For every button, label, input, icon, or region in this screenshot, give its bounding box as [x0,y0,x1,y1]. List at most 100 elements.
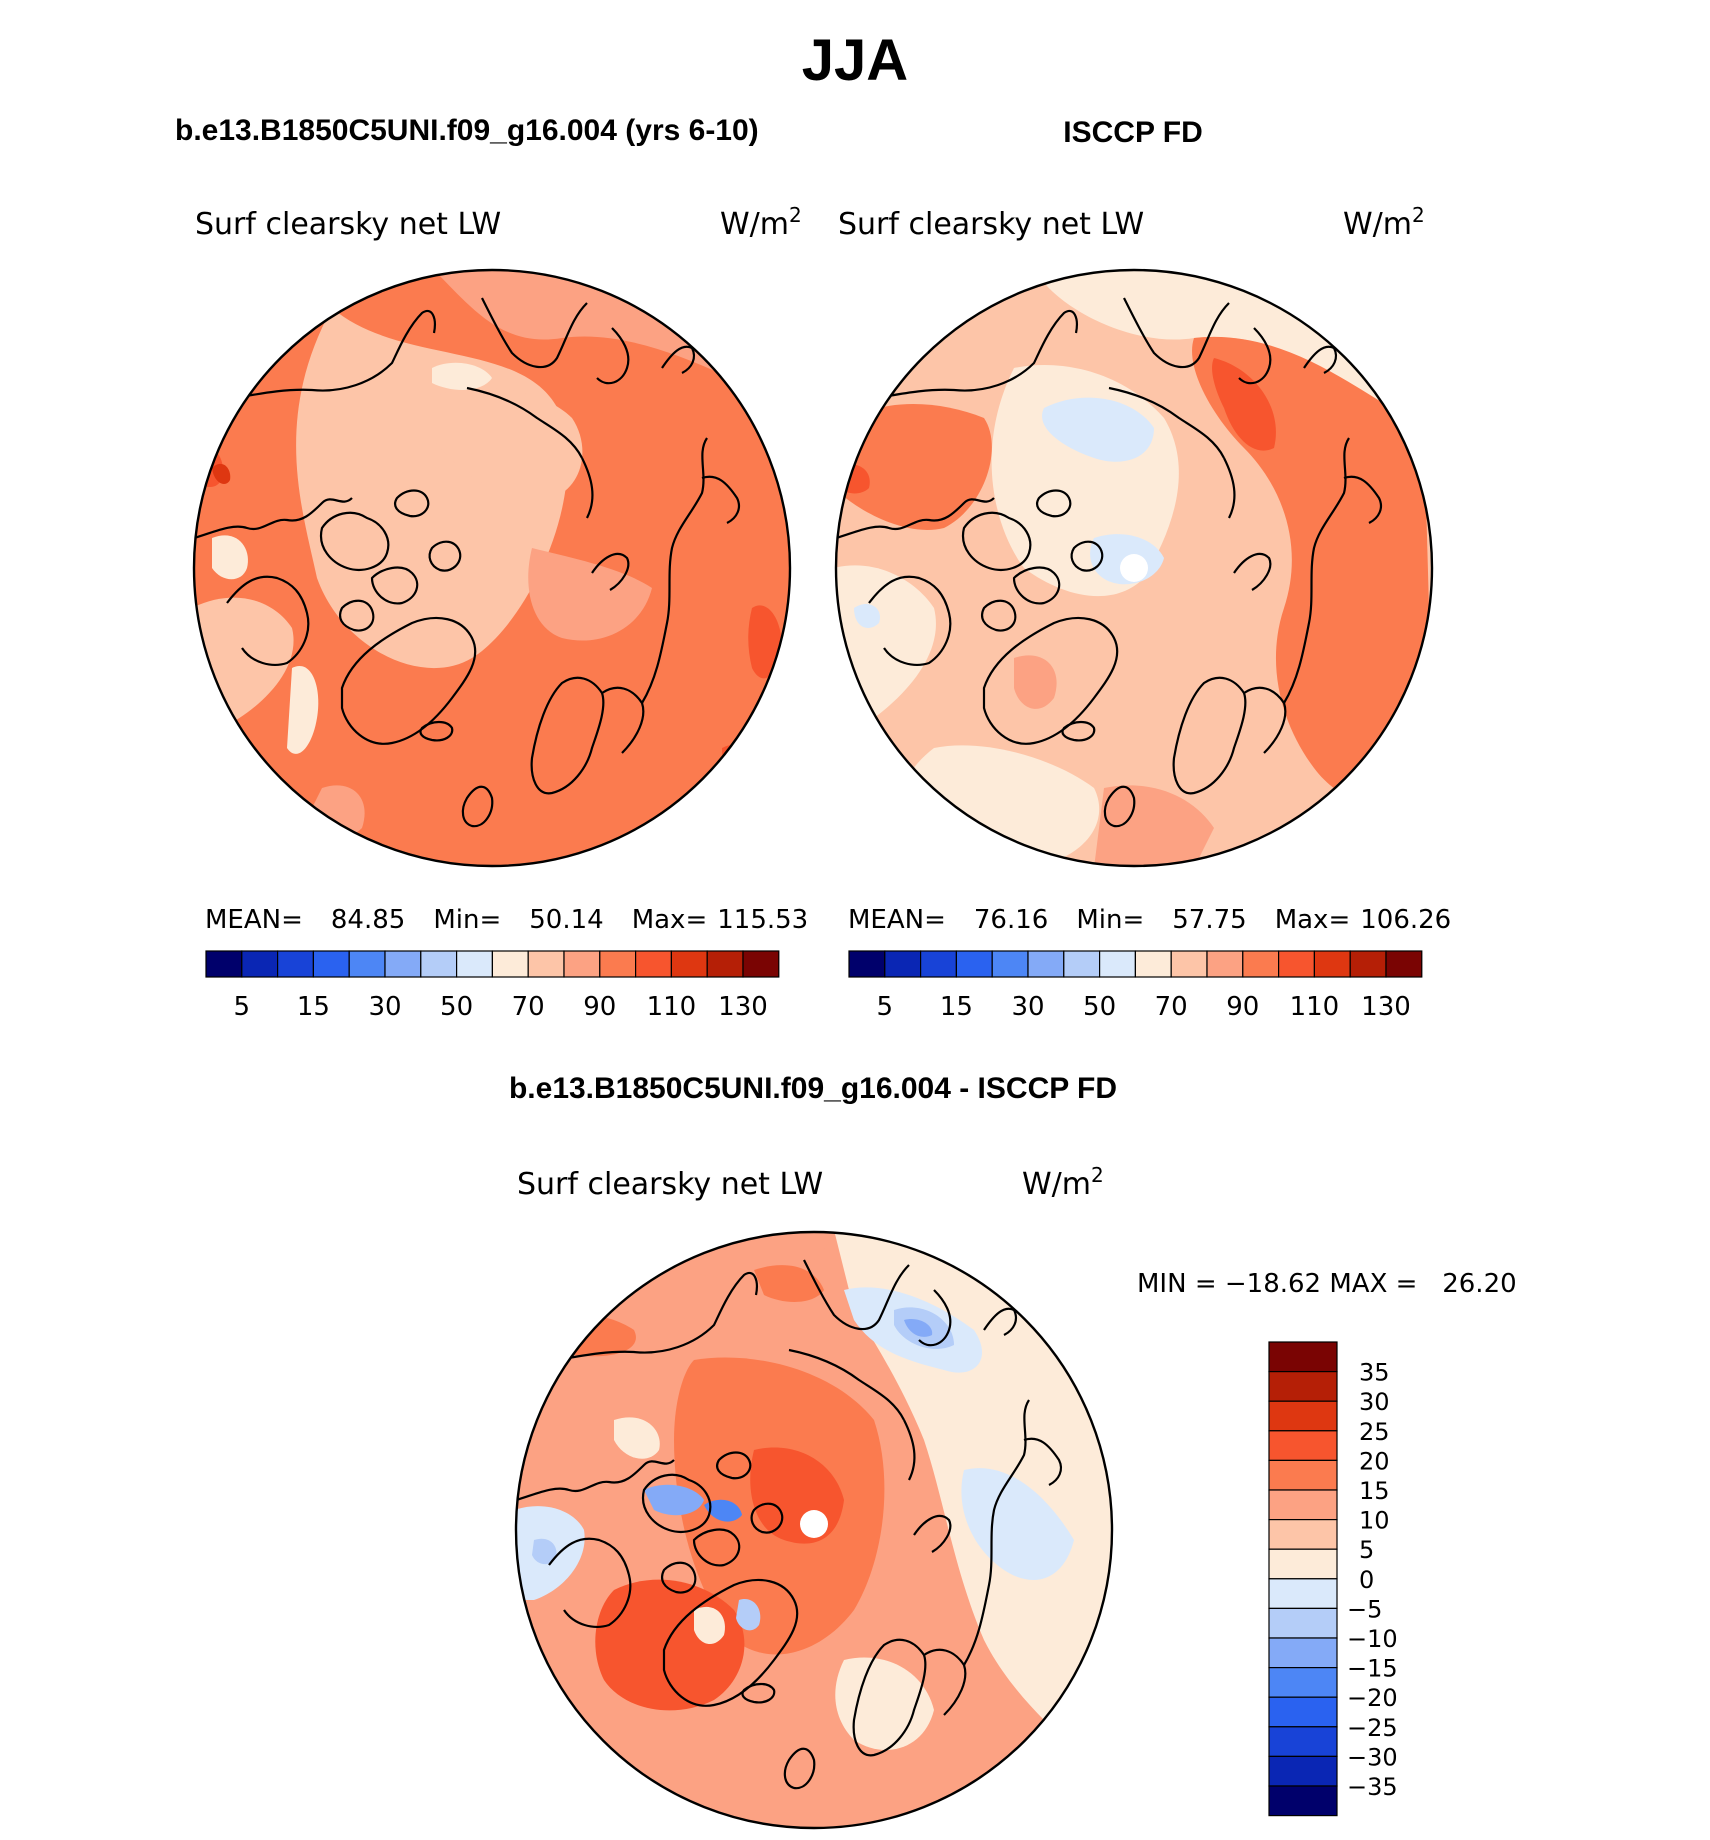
colorbar-tick-label: 70 [1155,992,1188,1022]
colorbar-tick-label: 5 [1359,1536,1374,1564]
stats-line-obs: MEAN= 76.16 Min= 57.75 Max= 106.26 [848,905,1451,935]
colorbar-tick-label: 15 [297,992,330,1022]
minmax-label-diff: MIN = −18.62 MAX = 26.20 [1137,1269,1517,1299]
colorbar-segment [1268,1341,1338,1373]
case-title-obs: ISCCP FD [1063,116,1202,149]
colorbar-segment [1268,1548,1338,1580]
panel-model: b.e13.B1850C5UNI.f09_g16.004 (yrs 6-10) … [175,114,808,1022]
colorbar-tick-label: 130 [1361,992,1411,1022]
colorbar-tick-label: 50 [1083,992,1116,1022]
colorbar-segment [955,950,993,978]
colorbar-segment [1170,950,1208,978]
variable-label-obs: Surf clearsky net LW [838,207,1144,242]
colorbar-tick-label: −10 [1347,1625,1398,1653]
colorbar-segment [348,950,386,978]
colorbar-segment [1349,950,1387,978]
map-outline [514,1230,1114,1830]
colorbar-segment [742,950,780,978]
colorbar-tick-label: 90 [583,992,616,1022]
colorbar-segment [491,950,529,978]
colorbar-obs: 5 15 30 50 70 90 110 130 [848,950,1423,1022]
colorbar-segment [1242,950,1280,978]
colorbar-tick-label: 70 [512,992,545,1022]
pole-hole [1120,554,1148,582]
colorbar-segment [1268,1519,1338,1550]
colorbar-tick-label: 5 [877,992,894,1022]
colorbar-tick-label: 15 [1359,1477,1390,1505]
panel-obs: ISCCP FD Surf clearsky net LW W/m2 [834,116,1451,1022]
colorbar-segment [1268,1696,1338,1728]
colorbar-tick-label: 5 [234,992,251,1022]
colorbar-segment [205,950,243,978]
polar-map-model [192,268,792,868]
units-label-obs: W/m2 [1343,203,1425,242]
colorbar-segment [1268,1459,1338,1491]
stats-line-model: MEAN= 84.85 Min= 50.14 Max= 115.53 [205,905,808,935]
colorbar-segment [919,950,957,978]
colorbar-tick-label: −15 [1347,1655,1398,1683]
map-outline [192,268,792,868]
colorbar-tick-label: 15 [940,992,973,1022]
colorbar-segment [599,950,637,978]
colorbar-tick-label: −5 [1347,1595,1382,1623]
colorbar-segment [1268,1578,1338,1610]
colorbar-tick-label: 110 [1290,992,1340,1022]
colorbar-tick-label: 25 [1359,1418,1390,1446]
colorbar-segment [1268,1430,1338,1462]
colorbar-segment [1027,950,1065,978]
colorbar-segment [1206,950,1244,978]
colorbar-segment [635,950,673,978]
colorbar-segment [1268,1400,1338,1432]
colorbar-tick-label: 30 [1011,992,1044,1022]
colorbar-segment [1268,1637,1338,1669]
colorbar-segment [1385,950,1423,978]
colorbar-segment [1268,1755,1338,1787]
colorbar-tick-label: 130 [718,992,768,1022]
colorbar-segment [241,950,279,978]
page-title: JJA [802,28,908,93]
colorbar-segment [1268,1607,1338,1639]
colorbar-model: 5 15 30 50 70 90 110 130 [205,950,780,1022]
colorbar-segment [1268,1489,1338,1521]
colorbar-segment [420,950,458,978]
colorbar-tick-label: 10 [1359,1507,1390,1535]
colorbar-tick-label: 20 [1359,1447,1390,1475]
colorbar-segment [1313,950,1351,978]
variable-label-diff: Surf clearsky net LW [517,1167,823,1202]
polar-map-diff [514,1230,1114,1830]
colorbar-segment [1268,1726,1338,1757]
colorbar-tick-label: 0 [1359,1566,1374,1594]
colorbar-segment [456,950,494,978]
colorbar-segment [884,950,922,978]
colorbar-tick-label: 90 [1226,992,1259,1022]
colorbar-segment [1063,950,1101,978]
colorbar-tick-label: 30 [368,992,401,1022]
colorbar-tick-label: 35 [1359,1359,1390,1387]
case-title-model: b.e13.B1850C5UNI.f09_g16.004 (yrs 6-10) [175,114,759,147]
colorbar-tick-label: 110 [647,992,697,1022]
pole-hole [800,1510,828,1538]
colorbar-segment [1268,1371,1338,1402]
colorbar-segment [1099,950,1137,978]
colorbar-tick-label: −25 [1347,1714,1398,1742]
colorbar-segment [312,950,350,978]
colorbar-segment [527,950,565,978]
case-title-diff: b.e13.B1850C5UNI.f09_g16.004 - ISCCP FD [509,1072,1117,1105]
colorbar-segment [563,950,601,978]
colorbar-segment [384,950,422,978]
colorbar-tick-label: −20 [1347,1684,1398,1712]
colorbar-segment [706,950,744,978]
colorbar-tick-label: 30 [1359,1388,1390,1416]
colorbar-segment [1278,950,1316,978]
panel-diff: b.e13.B1850C5UNI.f09_g16.004 - ISCCP FD … [509,1072,1517,1830]
colorbar-tick-label: −30 [1347,1743,1398,1771]
variable-label-model: Surf clearsky net LW [195,207,501,242]
colorbar-tick-label: 50 [440,992,473,1022]
map-outline [834,268,1434,868]
colorbar-segment [991,950,1029,978]
polar-map-obs [834,268,1434,868]
colorbar-segment [1134,950,1172,978]
colorbar-segment [276,950,314,978]
